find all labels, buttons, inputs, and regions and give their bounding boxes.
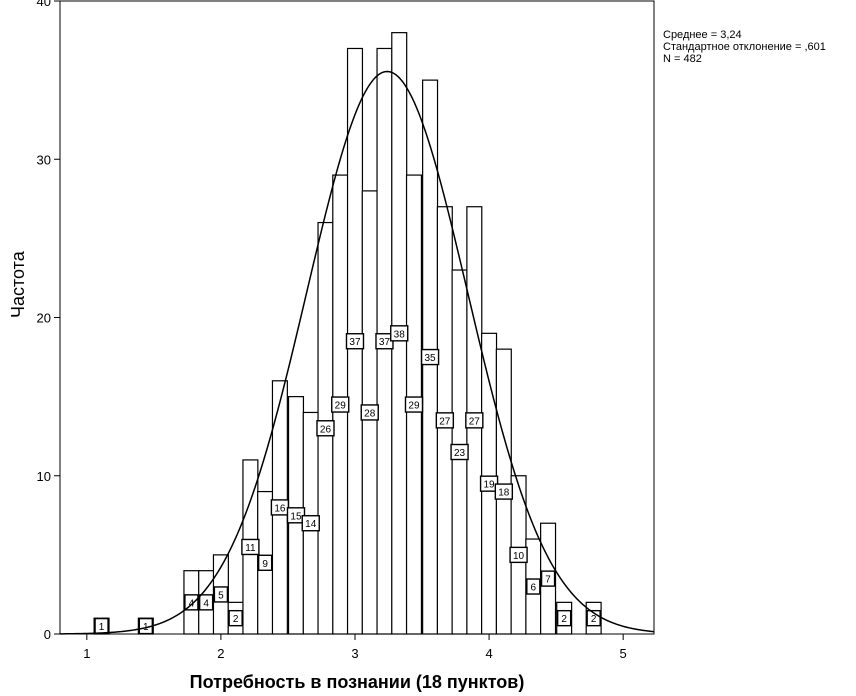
data-label-box: [540, 570, 556, 587]
y-tick-label: 40: [37, 0, 51, 9]
stats-mean: Среднее = 3,24: [663, 29, 742, 41]
data-label: 15: [290, 511, 302, 522]
data-label: 37: [349, 337, 361, 348]
data-label: 10: [513, 551, 525, 562]
data-label-box: [435, 412, 455, 429]
data-label: 2: [591, 614, 597, 625]
data-label-box: [420, 348, 440, 366]
data-label: 29: [335, 401, 347, 412]
y-tick-label: 10: [37, 469, 51, 484]
data-label-box: [556, 609, 572, 627]
data-label: 37: [379, 337, 391, 348]
data-label: 11: [245, 543, 256, 554]
data-label-box: [257, 554, 273, 571]
data-label: 27: [439, 416, 451, 427]
y-tick-label: 0: [44, 627, 51, 642]
data-label: 1: [99, 622, 105, 633]
y-tick-label: 30: [37, 152, 51, 167]
data-label: 29: [408, 401, 420, 412]
data-label: 35: [425, 353, 437, 364]
data-label-box: [360, 404, 379, 421]
data-label: 9: [262, 559, 268, 570]
data-label: 26: [320, 424, 332, 435]
data-label-box: [228, 609, 243, 627]
data-label: 14: [305, 519, 317, 530]
data-label: 4: [203, 598, 209, 609]
data-label-box: [494, 483, 514, 500]
data-label-box: [509, 546, 528, 564]
data-label: 27: [469, 416, 481, 427]
data-label-box: [345, 333, 365, 350]
data-label: 23: [454, 448, 466, 459]
normal-curve: [59, 70, 655, 635]
data-label: 2: [561, 614, 567, 625]
data-label-box: [331, 396, 350, 413]
x-tick-label: 3: [351, 646, 358, 661]
data-label: 6: [531, 583, 537, 594]
data-label-box: [198, 594, 214, 611]
data-label-box: [390, 325, 409, 342]
data-label-box: [404, 396, 424, 413]
data-label: 7: [545, 575, 551, 586]
data-label-box: [241, 538, 260, 556]
data-label: 19: [484, 480, 496, 491]
x-tick-label: 5: [620, 646, 627, 661]
data-label-box: [316, 420, 335, 437]
bar-labels-layer: 1 14 4521191615142629372837382935272327191…: [94, 325, 601, 635]
data-label: 16: [274, 503, 286, 514]
data-label-box: [526, 578, 541, 595]
x-tick-label: 2: [217, 646, 224, 661]
stats-box: Среднее = 3,24 Стандартное отклонение = …: [663, 29, 826, 65]
normal-curve-layer: [59, 70, 655, 635]
x-tick-label: 4: [485, 646, 492, 661]
x-axis-label: Потребность в познании (18 пунктов): [189, 672, 525, 692]
data-label: 5: [218, 590, 224, 601]
data-label: 28: [364, 408, 376, 419]
x-tick-label: 1: [83, 646, 90, 661]
y-axis-label: Частота: [8, 251, 28, 318]
data-label: 2: [233, 614, 239, 625]
data-label-box: [184, 594, 199, 611]
data-label-box: [450, 443, 469, 461]
y-tick-label: 20: [37, 311, 51, 326]
data-label: 38: [394, 329, 406, 340]
data-label-box: [301, 515, 320, 532]
stats-n: N = 482: [663, 53, 702, 65]
data-label-box: [465, 412, 484, 429]
data-label-box: [213, 586, 229, 603]
data-label: 18: [498, 488, 510, 499]
stats-sd: Стандартное отклонение = ,601: [663, 41, 826, 53]
